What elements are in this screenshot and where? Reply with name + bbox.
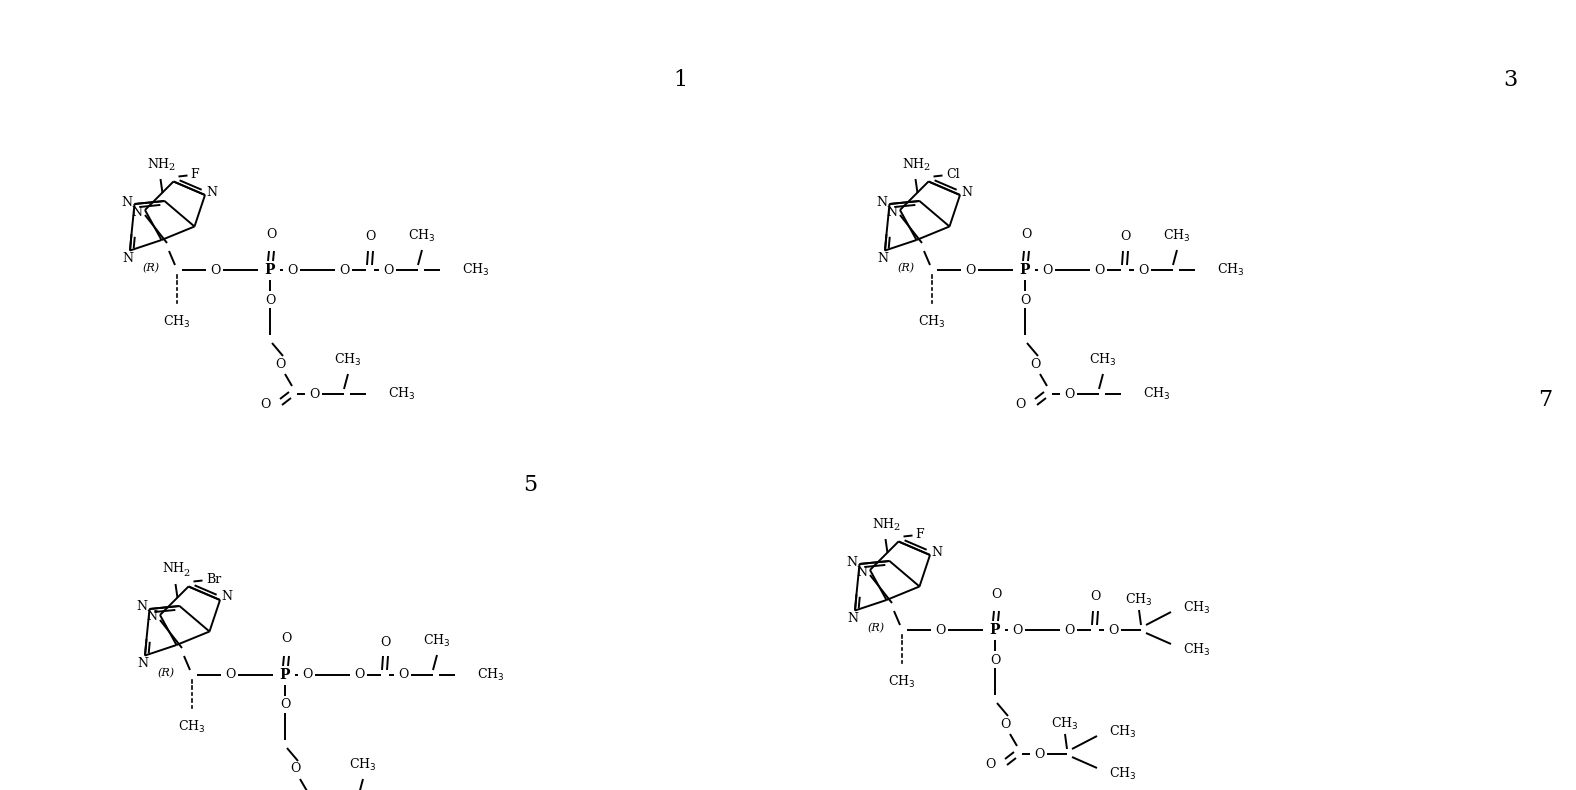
Text: CH$_3$: CH$_3$ [424,633,451,649]
Text: N: N [147,611,158,623]
Text: N: N [961,186,972,198]
Text: 1: 1 [673,69,687,91]
Text: O: O [1091,590,1100,604]
Text: O: O [1138,264,1149,276]
Text: O: O [991,588,1001,600]
Text: N: N [222,590,233,604]
Text: CH$_3$: CH$_3$ [1110,724,1136,740]
Text: 2: 2 [183,569,189,577]
Text: (R): (R) [142,263,159,273]
Text: CH$_3$: CH$_3$ [334,352,362,368]
Text: Cl: Cl [947,168,960,181]
Text: CH$_3$: CH$_3$ [1184,642,1210,658]
Text: N: N [121,195,132,209]
Text: O: O [1029,358,1040,371]
Text: O: O [287,264,298,276]
Text: (R): (R) [158,668,175,678]
Text: CH$_3$: CH$_3$ [919,314,946,330]
Text: N: N [206,186,217,198]
Text: O: O [1021,228,1031,240]
Text: O: O [290,762,299,776]
Text: O: O [1034,747,1045,761]
Text: O: O [380,635,391,649]
Text: CH$_3$: CH$_3$ [1184,600,1210,616]
Text: (R): (R) [897,263,914,273]
Text: F: F [191,168,199,181]
Text: N: N [886,205,897,219]
Text: 2: 2 [169,164,175,172]
Text: Br: Br [206,573,221,586]
Text: O: O [281,633,292,645]
Text: N: N [846,555,857,569]
Text: O: O [265,294,276,307]
Text: O: O [266,228,276,240]
Text: P: P [1020,263,1031,277]
Text: O: O [281,698,290,712]
Text: 2: 2 [894,524,900,532]
Text: O: O [1064,623,1075,637]
Text: N: N [848,612,859,625]
Text: O: O [935,623,946,637]
Text: CH$_3$: CH$_3$ [1051,716,1078,732]
Text: O: O [260,397,269,411]
Text: O: O [210,264,221,276]
Text: N: N [137,657,148,670]
Text: O: O [339,264,350,276]
Text: 2: 2 [924,164,930,172]
Text: O: O [225,668,235,682]
Text: CH$_3$: CH$_3$ [164,314,191,330]
Text: CH$_3$: CH$_3$ [1163,228,1191,244]
Text: CH$_3$: CH$_3$ [178,719,206,735]
Text: N: N [123,252,134,265]
Text: O: O [1042,264,1053,276]
Text: 7: 7 [1538,389,1552,411]
Text: O: O [383,264,392,276]
Text: P: P [281,668,290,682]
Text: O: O [1121,231,1130,243]
Text: 3: 3 [1504,69,1518,91]
Text: F: F [916,528,924,541]
Text: P: P [990,623,1001,637]
Text: CH$_3$: CH$_3$ [1217,262,1245,278]
Text: 5: 5 [523,474,537,496]
Text: CH$_3$: CH$_3$ [478,667,504,683]
Text: N: N [136,600,147,614]
Text: O: O [274,358,285,371]
Text: N: N [131,205,142,219]
Text: CH$_3$: CH$_3$ [1125,592,1152,608]
Text: NH: NH [148,157,170,171]
Text: CH$_3$: CH$_3$ [1089,352,1117,368]
Text: O: O [364,231,375,243]
Text: O: O [1012,623,1023,637]
Text: CH$_3$: CH$_3$ [350,757,377,773]
Text: NH: NH [162,562,184,575]
Text: O: O [990,653,1001,667]
Text: O: O [397,668,408,682]
Text: O: O [355,668,364,682]
Text: NH: NH [903,157,925,171]
Text: O: O [1108,623,1119,637]
Text: O: O [309,388,320,401]
Text: O: O [1015,397,1024,411]
Text: O: O [1094,264,1105,276]
Text: P: P [265,263,276,277]
Text: O: O [303,668,312,682]
Text: CH$_3$: CH$_3$ [1110,766,1136,782]
Text: O: O [985,758,994,770]
Text: N: N [931,546,942,559]
Text: N: N [876,195,887,209]
Text: CH$_3$: CH$_3$ [1143,386,1171,402]
Text: CH$_3$: CH$_3$ [462,262,490,278]
Text: CH$_3$: CH$_3$ [889,674,916,690]
Text: O: O [1020,294,1031,307]
Text: (R): (R) [867,623,884,633]
Text: CH$_3$: CH$_3$ [408,228,435,244]
Text: N: N [856,566,867,578]
Text: N: N [878,252,889,265]
Text: O: O [965,264,976,276]
Text: NH: NH [873,517,895,531]
Text: O: O [1064,388,1075,401]
Text: O: O [999,717,1010,731]
Text: CH$_3$: CH$_3$ [388,386,416,402]
